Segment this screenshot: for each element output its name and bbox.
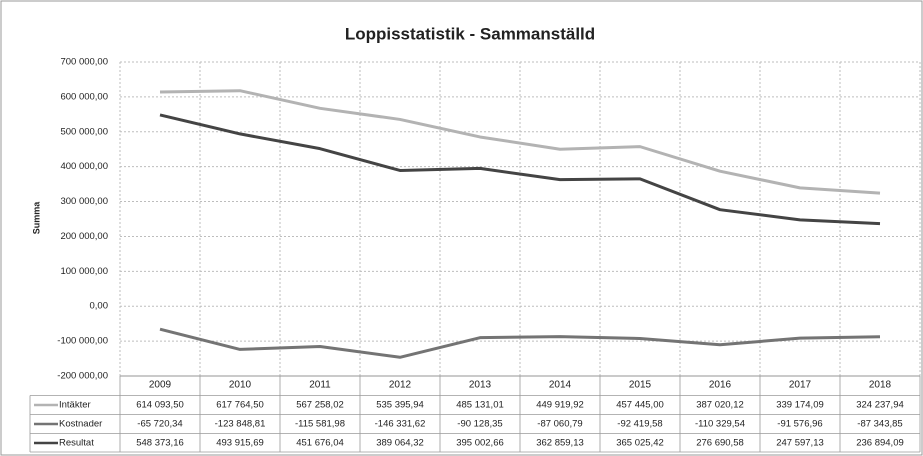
table-value: 451 676,04 — [296, 438, 344, 449]
table-value: -87 060,79 — [537, 419, 582, 430]
series-line — [159, 113, 881, 226]
y-tick-label: 200 000,00 — [60, 231, 108, 242]
table-value: 395 002,66 — [456, 438, 504, 449]
y-tick-label: 0,00 — [90, 301, 109, 312]
table-value: 548 373,16 — [136, 438, 184, 449]
table-value: -115 581,98 — [295, 419, 345, 430]
table-value: -90 128,35 — [457, 419, 502, 430]
y-tick-label: 300 000,00 — [60, 196, 108, 207]
table-value: -110 329,54 — [695, 419, 745, 430]
table-value: 567 258,02 — [296, 400, 344, 411]
table-value: -92 419,58 — [617, 419, 662, 430]
series-line — [159, 327, 881, 359]
table-value: 457 445,00 — [616, 400, 664, 411]
x-tick-label: 2018 — [869, 380, 892, 391]
legend-label: Resultat — [59, 438, 94, 449]
x-tick-label: 2015 — [629, 380, 652, 391]
x-tick-label: 2016 — [709, 380, 732, 391]
table-value: 324 237,94 — [856, 400, 904, 411]
table-value: 614 093,50 — [136, 400, 184, 411]
table-value: 236 894,09 — [856, 438, 904, 449]
table-value: 485 131,01 — [456, 400, 504, 411]
table-value: -123 848,81 — [215, 419, 266, 430]
table-value: 449 919,92 — [536, 400, 584, 411]
table-value: 535 395,94 — [376, 400, 424, 411]
table-value: 365 025,42 — [616, 438, 664, 449]
y-tick-label: 400 000,00 — [60, 161, 108, 172]
y-tick-label: 600 000,00 — [60, 91, 108, 102]
y-axis-label: Summa — [31, 201, 41, 235]
table-value: 276 690,58 — [696, 438, 744, 449]
table-value: 493 915,69 — [216, 438, 264, 449]
y-tick-label: -200 000,00 — [57, 371, 108, 382]
x-tick-label: 2012 — [389, 380, 412, 391]
x-tick-label: 2009 — [149, 380, 172, 391]
legend-label: Kostnader — [59, 419, 102, 430]
series-line — [159, 89, 881, 195]
y-tick-label: 700 000,00 — [60, 57, 108, 68]
table-value: 247 597,13 — [776, 438, 824, 449]
y-tick-label: 100 000,00 — [60, 266, 108, 277]
table-value: -87 343,85 — [857, 419, 902, 430]
legend-label: Intäkter — [59, 400, 91, 411]
y-tick-label: 500 000,00 — [60, 126, 108, 137]
x-tick-label: 2013 — [469, 380, 492, 391]
table-value: -91 576,96 — [777, 419, 822, 430]
chart-title: Loppisstatistik - Sammanställd — [345, 24, 595, 43]
table-value: 362 859,13 — [536, 438, 584, 449]
table-value: 617 764,50 — [216, 400, 264, 411]
x-tick-label: 2011 — [309, 380, 331, 391]
x-tick-label: 2014 — [549, 380, 572, 391]
table-value: 339 174,09 — [776, 400, 824, 411]
table-value: 389 064,32 — [376, 438, 424, 449]
x-tick-label: 2010 — [229, 380, 252, 391]
x-tick-label: 2017 — [789, 380, 812, 391]
table-value: -65 720,34 — [137, 419, 182, 430]
y-tick-label: -100 000,00 — [57, 336, 108, 347]
table-value: 387 020,12 — [696, 400, 744, 411]
table-value: -146 331,62 — [375, 419, 426, 430]
